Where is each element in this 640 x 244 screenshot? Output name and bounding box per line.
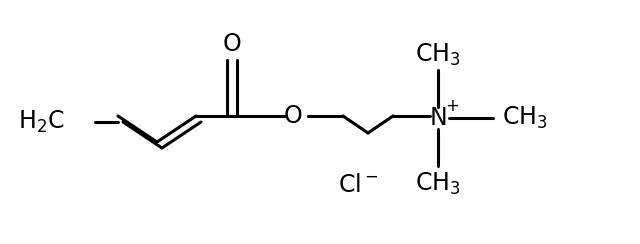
Text: O: O <box>223 32 241 56</box>
Text: H$_2$C: H$_2$C <box>18 109 65 135</box>
Text: Cl$^-$: Cl$^-$ <box>338 173 378 197</box>
Text: +: + <box>445 97 459 115</box>
Text: CH$_3$: CH$_3$ <box>502 105 548 131</box>
Text: CH$_3$: CH$_3$ <box>415 42 461 68</box>
Text: CH$_3$: CH$_3$ <box>415 171 461 197</box>
Text: N: N <box>429 106 447 130</box>
Text: O: O <box>284 104 302 128</box>
